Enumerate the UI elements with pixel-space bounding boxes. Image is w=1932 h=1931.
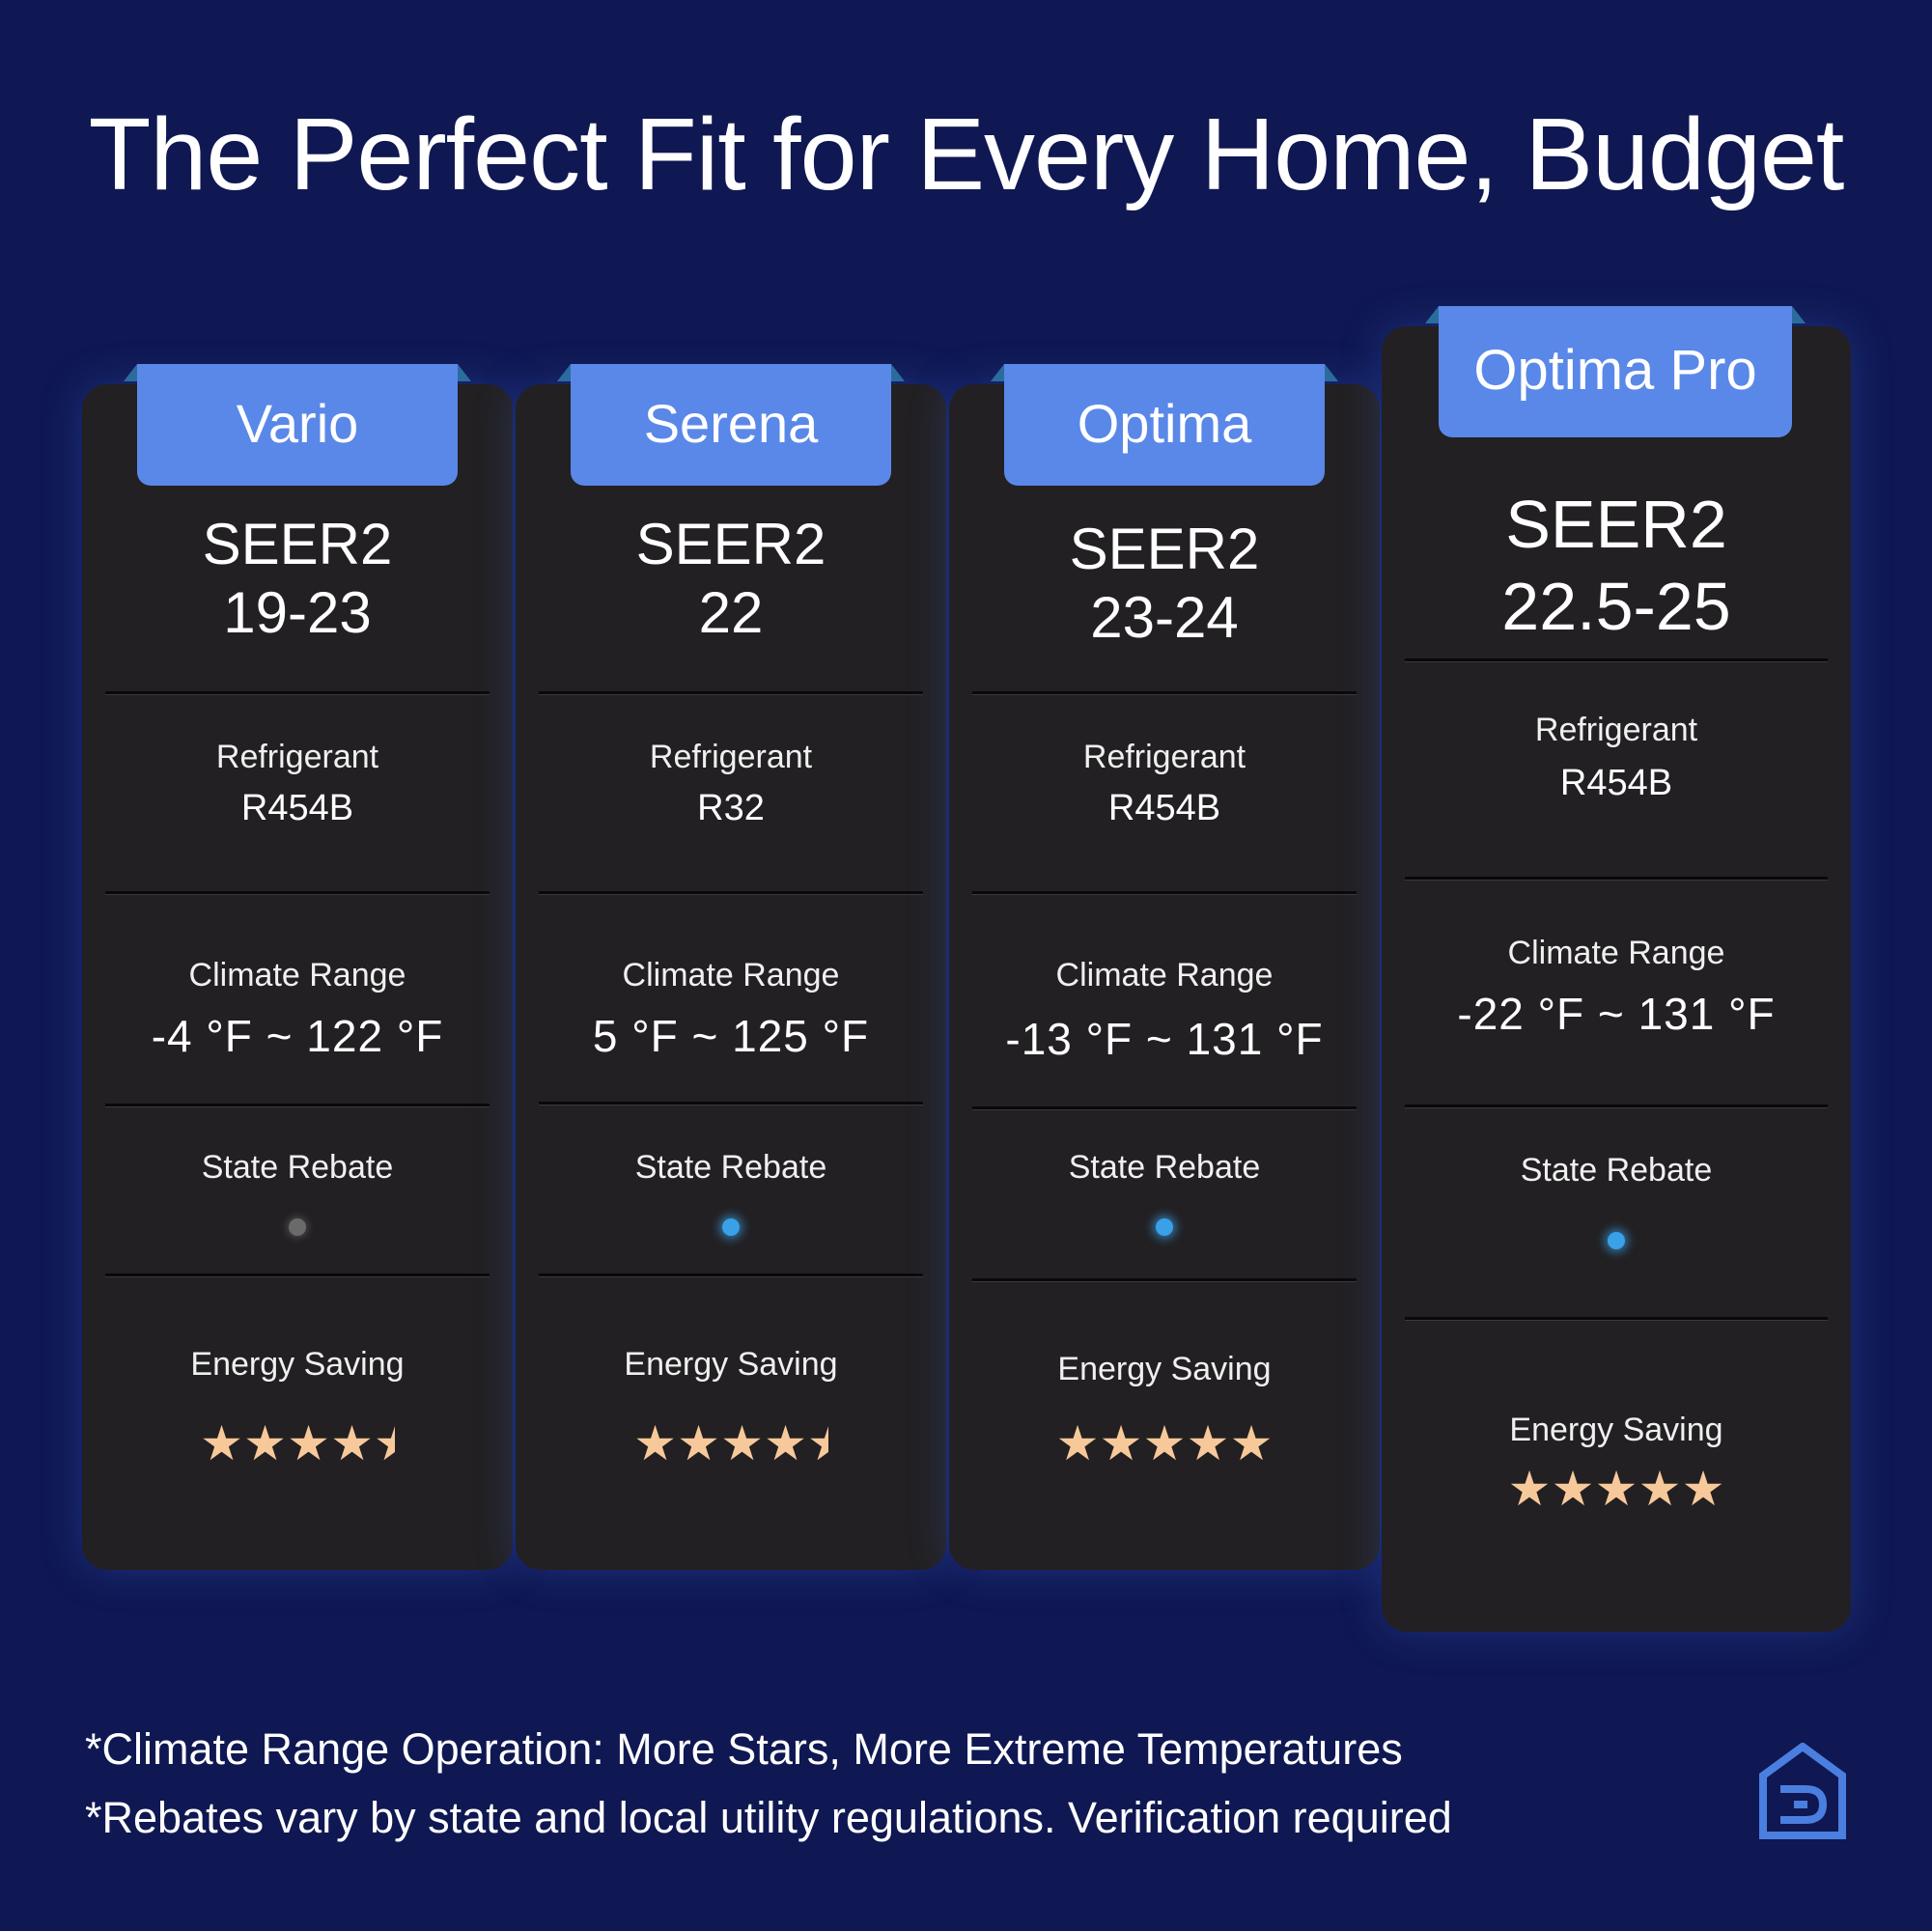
star-icon: ★ xyxy=(1638,1462,1682,1516)
product-name-tab: Vario xyxy=(124,364,471,486)
product-name-tab: Serena xyxy=(557,364,905,486)
star-icon: ★ xyxy=(633,1416,677,1470)
energy-saving-stars: ★★★★★ xyxy=(516,1415,946,1471)
seer-label: SEER2 xyxy=(1069,517,1260,581)
refrigerant-label: Refrigerant xyxy=(1082,739,1246,775)
star-icon: ★ xyxy=(677,1416,720,1470)
refrigerant-value: R454B xyxy=(1559,763,1673,803)
refrigerant-value: R454B xyxy=(1107,788,1221,828)
climate-range-value: -13 °F ~ 131 °F xyxy=(1005,1014,1324,1064)
half-star-icon: ★ xyxy=(374,1415,395,1471)
product-name-tab: Optima Pro xyxy=(1425,306,1806,437)
divider xyxy=(105,1104,490,1106)
energy-saving-label: Energy Saving xyxy=(1057,1351,1272,1387)
star-icon: ★ xyxy=(1594,1462,1638,1516)
state-rebate-label: State Rebate xyxy=(634,1149,827,1186)
star-icon: ★ xyxy=(1507,1462,1552,1516)
divider xyxy=(539,1102,923,1105)
divider xyxy=(1405,658,1828,661)
star-icon: ★ xyxy=(1099,1416,1143,1470)
climate-range-value: 5 °F ~ 125 °F xyxy=(592,1011,870,1061)
star-icon: ★ xyxy=(1186,1416,1230,1470)
footnote-rebates: *Rebates vary by state and local utility… xyxy=(85,1793,1452,1842)
energy-saving-label: Energy Saving xyxy=(624,1346,838,1383)
climate-range-label: Climate Range xyxy=(1507,935,1725,971)
divider xyxy=(539,891,923,894)
refrigerant-value: R32 xyxy=(697,788,765,828)
seer-label: SEER2 xyxy=(635,512,826,576)
product-name-tab: Optima xyxy=(991,364,1338,486)
energy-saving-stars: ★★★★★ xyxy=(949,1415,1380,1471)
divider xyxy=(1405,1105,1828,1107)
divider xyxy=(972,891,1357,894)
divider xyxy=(972,691,1357,694)
state-rebate-label: State Rebate xyxy=(1068,1149,1261,1186)
divider xyxy=(1405,1317,1828,1320)
seer-label: SEER2 xyxy=(202,512,393,576)
star-icon: ★ xyxy=(1055,1416,1100,1470)
product-card-vario: Vario SEER2 19-23 Refrigerant R454B Clim… xyxy=(82,364,513,1570)
divider xyxy=(972,1106,1357,1109)
state-rebate-indicator xyxy=(1608,1232,1625,1249)
page-title: The Perfect Fit for Every Home, Budget xyxy=(88,98,1845,211)
climate-range-value: -22 °F ~ 131 °F xyxy=(1457,989,1776,1039)
divider xyxy=(105,1273,490,1276)
product-card-optima: Optima SEER2 23-24 Refrigerant R454B Cli… xyxy=(949,364,1380,1570)
refrigerant-label: Refrigerant xyxy=(1534,712,1698,748)
star-icon: ★ xyxy=(287,1416,330,1470)
footnote-climate-range: *Climate Range Operation: More Stars, Mo… xyxy=(85,1724,1403,1774)
divider xyxy=(539,1273,923,1276)
refrigerant-label: Refrigerant xyxy=(215,739,379,775)
energy-saving-stars: ★★★★★ xyxy=(82,1415,513,1471)
divider xyxy=(1405,877,1828,880)
star-icon: ★ xyxy=(330,1416,374,1470)
star-icon: ★ xyxy=(720,1416,764,1470)
climate-range-value: -4 °F ~ 122 °F xyxy=(151,1011,444,1061)
star-icon: ★ xyxy=(1142,1416,1187,1470)
product-card-optima-pro: Optima Pro SEER2 22.5-25 Refrigerant R45… xyxy=(1382,306,1851,1632)
refrigerant-value: R454B xyxy=(240,788,354,828)
star-icon: ★ xyxy=(1551,1462,1595,1516)
refrigerant-label: Refrigerant xyxy=(649,739,813,775)
divider xyxy=(539,691,923,694)
seer-value: 22.5-25 xyxy=(1501,569,1731,644)
state-rebate-indicator xyxy=(1156,1218,1173,1236)
divider xyxy=(972,1278,1357,1281)
star-icon: ★ xyxy=(764,1416,807,1470)
state-rebate-label: State Rebate xyxy=(1520,1152,1713,1189)
state-rebate-indicator xyxy=(722,1218,740,1236)
divider xyxy=(105,691,490,694)
climate-range-label: Climate Range xyxy=(1055,957,1274,993)
product-card-serena: Serena SEER2 22 Refrigerant R32 Climate … xyxy=(516,364,946,1570)
seer-value: 23-24 xyxy=(1090,585,1239,650)
energy-saving-label: Energy Saving xyxy=(190,1346,405,1383)
star-icon: ★ xyxy=(1229,1416,1274,1470)
seer-value: 19-23 xyxy=(223,580,372,645)
star-icon: ★ xyxy=(243,1416,287,1470)
house-logo-icon xyxy=(1759,1743,1846,1839)
half-star-icon: ★ xyxy=(807,1415,828,1471)
climate-range-label: Climate Range xyxy=(622,957,840,993)
state-rebate-indicator xyxy=(289,1218,306,1236)
seer-value: 22 xyxy=(698,580,764,645)
divider xyxy=(105,891,490,894)
seer-label: SEER2 xyxy=(1505,487,1727,562)
energy-saving-stars: ★★★★★ xyxy=(1382,1461,1851,1517)
star-icon: ★ xyxy=(200,1416,243,1470)
state-rebate-label: State Rebate xyxy=(201,1149,394,1186)
climate-range-label: Climate Range xyxy=(188,957,406,993)
star-icon: ★ xyxy=(1681,1462,1725,1516)
energy-saving-label: Energy Saving xyxy=(1509,1412,1723,1448)
